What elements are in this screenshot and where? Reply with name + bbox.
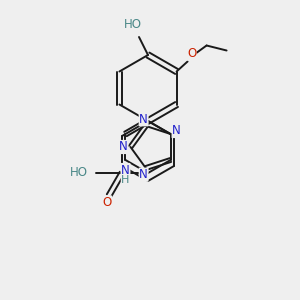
Text: N: N xyxy=(139,113,148,126)
Text: N: N xyxy=(119,140,128,154)
Text: N: N xyxy=(139,168,148,181)
Text: HO: HO xyxy=(70,166,88,178)
Text: H: H xyxy=(121,175,130,185)
Text: N: N xyxy=(172,124,181,137)
Text: HO: HO xyxy=(124,19,142,32)
Text: O: O xyxy=(187,47,196,60)
Text: N: N xyxy=(121,164,130,176)
Text: O: O xyxy=(102,196,112,209)
